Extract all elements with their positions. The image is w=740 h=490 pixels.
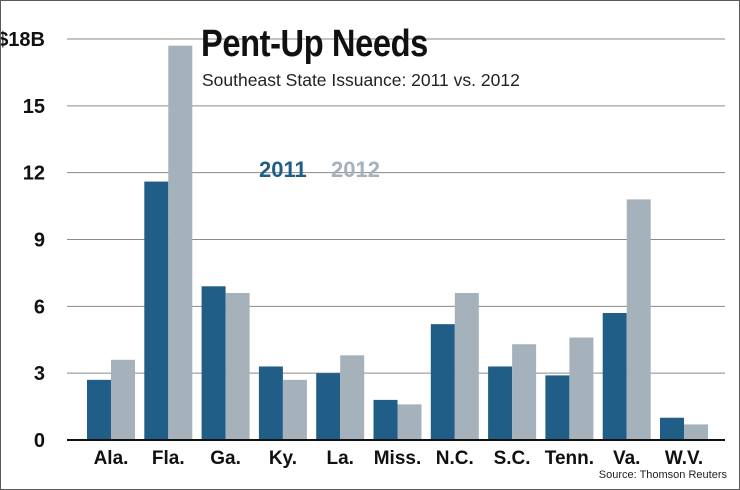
x-tick-label: W.V.: [665, 448, 703, 469]
source-note: Source: Thomson Reuters: [598, 469, 727, 481]
bar-2011: [144, 181, 169, 441]
bar-2011: [488, 366, 513, 440]
bar-2012: [512, 344, 537, 440]
y-tick-label: $18B: [1, 29, 45, 51]
bar-2011: [201, 286, 226, 440]
bar-2011: [545, 375, 570, 440]
bar-group: [87, 45, 708, 441]
x-tick-label: La.: [326, 448, 353, 469]
y-tick-label: 12: [23, 163, 45, 185]
bar-2011: [87, 379, 111, 440]
bar-2012: [111, 359, 135, 440]
y-tick-label: 3: [34, 363, 45, 385]
bar-2011: [316, 373, 341, 440]
x-tick-label: Ga.: [210, 448, 241, 469]
bar-2011: [258, 366, 283, 440]
bar-2012: [454, 292, 479, 440]
x-tick-label: Miss.: [374, 448, 422, 469]
chart-subtitle: Southeast State Issuance: 2011 vs. 2012: [202, 70, 520, 90]
bar-2011: [430, 324, 455, 440]
legend-item-2012: 2012: [331, 157, 380, 182]
x-tick-label: S.C.: [494, 448, 531, 469]
bar-2011: [602, 313, 627, 440]
bar-2012: [340, 355, 365, 440]
y-tick-label: 6: [34, 296, 45, 318]
x-tick-label: Ky.: [269, 448, 297, 469]
bar-2012: [397, 404, 422, 440]
x-tick-label: Ala.: [94, 448, 129, 469]
bar-2011: [660, 417, 684, 440]
chart-title: Pent-Up Needs: [201, 23, 428, 65]
legend-item-2011: 2011: [259, 157, 307, 182]
x-axis-tick-labels: Ala. Fla. Ga. Ky. La. Miss. N.C. S.C. Tenn. Va. W.…: [94, 448, 704, 469]
bar-2012: [225, 292, 250, 440]
bar-2012: [569, 337, 594, 440]
y-tick-label: 9: [34, 230, 45, 252]
y-axis-tick-labels: 0 3 6 9 12 15 $18B: [1, 29, 45, 452]
x-tick-label: Va.: [613, 448, 640, 469]
y-tick-label: 0: [34, 430, 45, 452]
y-tick-label: 15: [23, 96, 45, 118]
bar-2012: [282, 379, 307, 440]
x-tick-label: Tenn.: [545, 448, 594, 469]
bar-2011: [373, 399, 398, 440]
x-tick-label: N.C.: [436, 448, 474, 469]
bar-2012: [684, 424, 708, 440]
bar-2012: [626, 199, 651, 440]
x-tick-label: Fla.: [152, 448, 185, 469]
bar-2012: [168, 45, 193, 440]
